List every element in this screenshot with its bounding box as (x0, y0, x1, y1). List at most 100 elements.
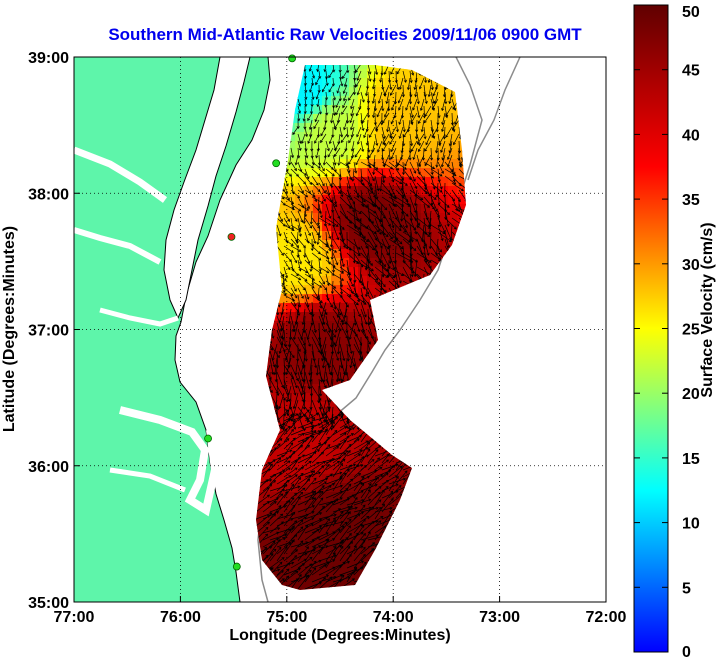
velocity-arrow (302, 112, 306, 122)
velocity-arrow (353, 516, 370, 527)
velocity-arrow (320, 301, 327, 318)
velocity-arrow (350, 140, 355, 152)
velocity-arrow (290, 371, 298, 389)
velocity-arrow (318, 378, 323, 397)
velocity-arrow (360, 483, 378, 492)
velocity-arrow (452, 119, 460, 131)
velocity-arrow (276, 542, 292, 555)
velocity-arrow (345, 315, 349, 334)
velocity-arrow (424, 105, 432, 117)
velocity-arrow (440, 154, 446, 168)
velocity-arrow (269, 454, 285, 464)
velocity-arrow (297, 259, 302, 272)
velocity-arrow (297, 196, 305, 209)
x-axis-label: Longitude (Degrees:Minutes) (229, 627, 450, 644)
velocity-arrow (316, 231, 320, 245)
velocity-arrow (331, 259, 336, 273)
velocity-arrow (339, 449, 351, 464)
velocity-arrow (300, 378, 306, 397)
velocity-arrow (360, 441, 370, 457)
velocity-arrow (290, 294, 297, 307)
velocity-arrow (360, 168, 364, 183)
velocity-arrow (262, 540, 276, 555)
velocity-arrow (360, 301, 367, 318)
velocity-arrow (416, 91, 420, 105)
velocity-arrow (346, 453, 362, 464)
velocity-arrow (290, 428, 307, 436)
velocity-arrow (311, 77, 315, 86)
velocity-arrow (377, 140, 383, 153)
velocity-arrow (304, 449, 321, 457)
velocity-arrow (395, 470, 408, 485)
velocity-arrow (256, 521, 271, 534)
velocity-arrow (339, 532, 352, 548)
velocity-arrow (423, 168, 434, 179)
velocity-arrow (302, 210, 306, 225)
velocity-arrow (366, 91, 371, 104)
velocity-arrow (308, 364, 313, 383)
velocity-arrow (355, 77, 362, 88)
velocity-arrow (304, 175, 313, 186)
y-tick-label: 37:00 (28, 323, 69, 340)
velocity-arrow (358, 343, 362, 362)
velocity-arrow (383, 84, 390, 97)
velocity-arrow (441, 98, 446, 112)
velocity-arrow (398, 112, 404, 125)
velocity-arrow (325, 552, 336, 569)
velocity-arrow (413, 189, 418, 207)
velocity-arrow (320, 133, 327, 144)
velocity-arrow (403, 126, 411, 138)
sound-waters (119, 406, 220, 517)
velocity-arrow (444, 91, 448, 105)
velocity-arrow (430, 238, 443, 253)
velocity-arrow (304, 567, 317, 583)
velocity-arrow (306, 406, 313, 423)
velocity-arrow (283, 329, 287, 348)
velocity-arrow (311, 70, 316, 79)
velocity-arrow (402, 189, 410, 207)
velocity-arrow (332, 521, 348, 534)
velocity-arrow (283, 467, 298, 478)
velocity-arrow (283, 428, 294, 443)
velocity-arrow (325, 294, 333, 308)
velocity-arrow (444, 231, 451, 249)
velocity-arrow (332, 545, 344, 562)
velocity-arrow (440, 140, 446, 153)
velocity-arrow (269, 457, 282, 471)
velocity-arrow (416, 105, 421, 119)
velocity-arrow (423, 91, 428, 105)
velocity-arrow (360, 119, 365, 132)
velocity-arrow (332, 315, 342, 332)
velocity-arrow (364, 280, 369, 298)
velocity-arrow (390, 140, 397, 153)
velocity-arrow (353, 553, 366, 569)
velocity-arrow (430, 196, 438, 212)
velocity-arrow (338, 168, 343, 181)
velocity-arrow (283, 511, 296, 527)
velocity-arrow (332, 105, 336, 116)
velocity-arrow (332, 203, 341, 220)
velocity-arrow (360, 506, 379, 513)
velocity-arrow (318, 399, 327, 416)
colorbar-tick-label: 25 (682, 322, 700, 339)
velocity-arrow (353, 476, 365, 492)
velocity-arrow (304, 168, 310, 180)
velocity-arrow (379, 203, 383, 222)
velocity-arrow (337, 154, 341, 166)
velocity-arrow (318, 203, 323, 219)
velocity-arrow (367, 217, 380, 233)
velocity-arrow (360, 252, 373, 266)
velocity-arrow (353, 189, 366, 203)
velocity-arrow (348, 91, 355, 101)
velocity-arrow (432, 84, 439, 97)
velocity-arrow (430, 147, 434, 161)
velocity-arrow (290, 519, 304, 534)
velocity-arrow (330, 112, 334, 124)
velocity-arrow (360, 91, 365, 103)
velocity-arrow (388, 161, 400, 171)
velocity-arrow (315, 147, 320, 159)
velocity-arrow (296, 119, 300, 130)
velocity-arrow (297, 460, 312, 471)
velocity-arrow (408, 147, 412, 161)
velocity-arrow (297, 294, 302, 308)
